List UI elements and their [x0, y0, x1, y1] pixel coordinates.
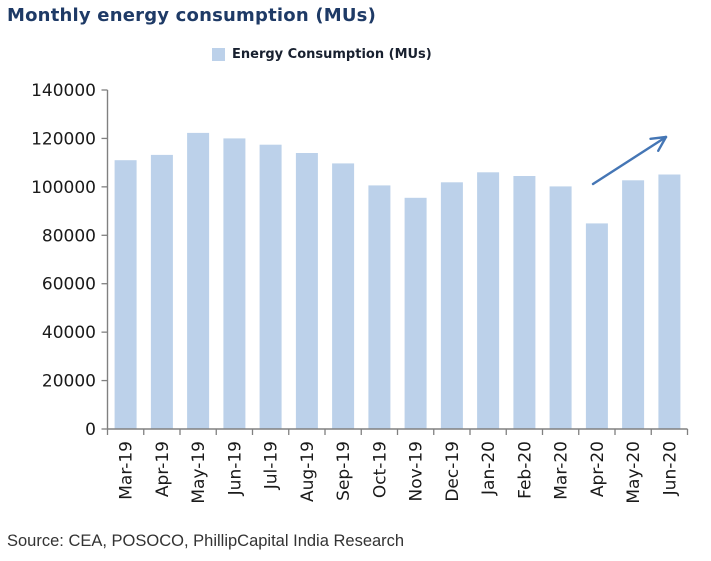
x-axis-category-label: Mar-19	[117, 441, 137, 500]
bar-Jan-20	[477, 172, 500, 430]
bar-Jun-19	[223, 138, 246, 429]
y-axis-tick-label: 80000	[42, 226, 96, 246]
x-axis-category-label: Sep-19	[334, 441, 354, 501]
bar-Nov-19	[404, 197, 427, 429]
legend-label: Energy Consumption (MUs)	[232, 47, 432, 62]
x-axis-category-label: Jul-19	[262, 441, 282, 490]
bar-Mar-20	[549, 186, 572, 429]
y-axis-tick-label: 20000	[42, 372, 96, 392]
x-axis-category-label: May-19	[189, 441, 209, 504]
bar-chart: 0 20000 40000 60000 80000 100000 120000 140000 M…	[31, 81, 689, 504]
x-axis-category-label: Jun-19	[225, 441, 245, 496]
bar-Feb-20	[513, 176, 536, 429]
y-axis-tick-label: 120000	[31, 129, 96, 149]
x-axis-category-label: Nov-19	[407, 441, 427, 502]
chart-title: Monthly energy consumption (MUs)	[7, 5, 377, 26]
x-axis-category-label: Dec-19	[443, 441, 463, 502]
bar-May-19	[187, 132, 210, 429]
x-axis-category-label: Apr-20	[588, 441, 608, 497]
x-axis-category-label: Apr-19	[153, 441, 173, 497]
x-axis-category-label: Mar-20	[552, 441, 572, 500]
bar-Apr-19	[150, 154, 173, 429]
bar-Jul-19	[259, 144, 282, 429]
y-axis-tick-label: 60000	[42, 275, 96, 295]
bar-May-20	[622, 180, 645, 429]
x-axis-category-label: Aug-19	[298, 441, 318, 502]
bar-Sep-19	[332, 163, 355, 429]
bar-Aug-19	[295, 153, 318, 429]
bar-Dec-19	[440, 182, 463, 429]
x-axis-category-label: Jan-20	[479, 441, 499, 496]
bar-Mar-19	[114, 160, 137, 429]
x-axis-category-label: Jun-20	[660, 441, 680, 496]
bar-Jun-20	[658, 174, 681, 429]
x-axis-category-label: May-20	[624, 441, 644, 504]
y-axis-tick-label: 100000	[31, 178, 96, 198]
y-axis-tick-label: 140000	[31, 81, 96, 101]
x-axis-category-label: Oct-19	[370, 441, 390, 498]
up-trend-arrow-icon	[591, 135, 668, 186]
y-axis-tick-label: 0	[85, 420, 96, 440]
legend: Energy Consumption (MUs)	[212, 47, 432, 62]
bar-Oct-19	[368, 185, 391, 429]
legend-swatch-icon	[212, 48, 225, 61]
x-axis-category-label: Feb-20	[515, 441, 535, 499]
bar-Apr-20	[585, 223, 608, 429]
y-axis-tick-label: 40000	[42, 323, 96, 343]
source-note: Source: CEA, POSOCO, PhillipCapital Indi…	[7, 532, 405, 550]
